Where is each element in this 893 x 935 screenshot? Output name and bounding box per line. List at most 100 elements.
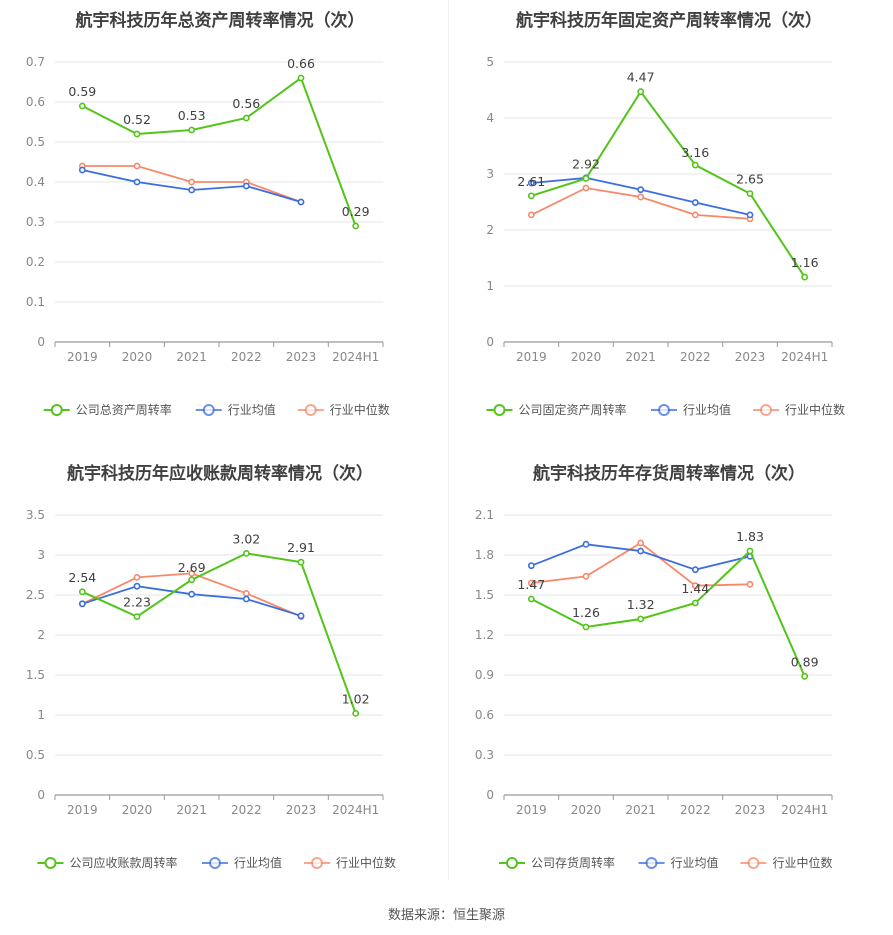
company-series-point[interactable] — [637, 615, 645, 623]
legend-item-industry-median-series[interactable]: 行业中位数 — [740, 855, 833, 870]
data-label: 0.89 — [791, 654, 819, 669]
company-series-point[interactable] — [746, 547, 754, 555]
industry-average-series-point[interactable] — [78, 166, 86, 174]
industry-average-series-point[interactable] — [637, 547, 645, 555]
legend-item-industry-median-series[interactable]: 行业中位数 — [297, 402, 390, 417]
legend-item-company-series[interactable]: 公司应收账款周转率 — [37, 855, 178, 870]
industry-median-series-point[interactable] — [582, 572, 590, 580]
company-series-point[interactable] — [801, 672, 809, 680]
company-series-point[interactable] — [352, 709, 360, 717]
company-series-point[interactable] — [188, 126, 196, 134]
company-series-point[interactable] — [582, 175, 590, 182]
company-series-point[interactable] — [78, 588, 86, 596]
company-series-point[interactable] — [78, 102, 86, 110]
x-tick-label: 2020 — [571, 350, 602, 364]
industry-median-series-point[interactable] — [637, 539, 645, 547]
line-chart-receivables-turnover: 0 0.5 1 1.5 2 2.5 3 3.5 2019 2020 2021 2022 2023 2024… — [26, 508, 396, 870]
company-series-point[interactable] — [527, 192, 535, 200]
data-label: 1.44 — [681, 581, 709, 596]
industry-median-series-point[interactable] — [691, 211, 699, 219]
line-chart-inventory-turnover: 0 0.3 0.6 0.9 1.2 1.5 1.8 2.1 2019 2020 2021 2022 20… — [475, 508, 833, 870]
industry-average-series-point[interactable] — [746, 211, 754, 219]
y-tick-label: 0.1 — [26, 295, 45, 309]
industry-median-series-point[interactable] — [527, 579, 535, 587]
legend-item-industry-median-series[interactable]: 行业中位数 — [753, 402, 845, 417]
company-series-point[interactable] — [527, 595, 535, 603]
data-label: 0.59 — [68, 84, 96, 99]
industry-average-series-point[interactable] — [691, 566, 699, 574]
company-series-point[interactable] — [637, 88, 645, 96]
x-tick-label: 2022 — [680, 350, 711, 364]
industry-average-series-point[interactable] — [582, 540, 590, 548]
company-series-point[interactable] — [133, 613, 141, 620]
x-tick-label: 2021 — [625, 350, 656, 364]
x-tick-label: 2020 — [122, 803, 153, 817]
y-tick-label: 3 — [486, 167, 494, 181]
x-tick-label: 2020 — [571, 803, 602, 817]
legend-item-industry-average-series[interactable]: 行业均值 — [651, 402, 731, 417]
legend-item-industry-average-series[interactable]: 行业均值 — [202, 855, 282, 870]
x-tick-label: 2024H1 — [781, 803, 828, 817]
industry-average-series-point[interactable] — [527, 179, 535, 187]
industry-median-series-point[interactable] — [188, 570, 196, 577]
legend-marker-icon — [304, 404, 317, 416]
company-series-point[interactable] — [691, 599, 699, 607]
industry-median-series-point[interactable] — [527, 211, 535, 219]
y-tick-label: 0.3 — [26, 215, 45, 229]
industry-median-series-point[interactable] — [746, 580, 754, 588]
y-tick-label: 0.3 — [475, 748, 494, 762]
legend-label: 行业中位数 — [330, 402, 390, 417]
chart-panel-fixed-asset-turnover: 航宇科技历年固定资产周转率情况（次） 0 1 2 3 4 5 2019 2020 2021 202… — [449, 0, 889, 450]
x-tick-label: 2019 — [516, 350, 547, 364]
industry-median-series-point[interactable] — [637, 193, 645, 201]
industry-average-series-point[interactable] — [242, 182, 250, 190]
x-tick-label: 2019 — [67, 350, 98, 364]
company-series-point[interactable] — [133, 130, 141, 138]
y-tick-label: 0.6 — [475, 708, 494, 722]
y-tick-label: 5 — [486, 55, 494, 69]
x-tick-label: 2021 — [176, 803, 207, 817]
industry-median-series-point[interactable] — [582, 184, 590, 192]
industry-median-series-point[interactable] — [242, 589, 250, 597]
legend-item-industry-average-series[interactable]: 行业均值 — [638, 855, 719, 870]
chart-panel-total-asset-turnover: 航宇科技历年总资产周转率情况（次） 0 0.1 0.2 0.3 0.4 0.5 0.6 0.7… — [0, 0, 440, 450]
company-series-point[interactable] — [242, 550, 250, 557]
company-series-point[interactable] — [582, 623, 590, 631]
company-series-point[interactable] — [297, 558, 305, 566]
legend-item-company-series[interactable]: 公司总资产周转率 — [43, 402, 172, 417]
industry-median-series-point[interactable] — [133, 162, 141, 170]
company-series-point[interactable] — [242, 114, 250, 122]
industry-median-series-point[interactable] — [133, 574, 141, 581]
legend-item-company-series[interactable]: 公司固定资产周转率 — [486, 402, 627, 417]
industry-average-series-point[interactable] — [188, 186, 196, 194]
legend-label: 行业中位数 — [336, 855, 396, 870]
company-series-point[interactable] — [691, 161, 699, 169]
industry-average-series-point[interactable] — [188, 590, 196, 598]
legend-item-industry-average-series[interactable]: 行业均值 — [195, 402, 276, 417]
company-series-point[interactable] — [352, 222, 360, 230]
chart-title: 航宇科技历年应收账款周转率情况（次） — [67, 464, 373, 484]
industry-average-series-point[interactable] — [527, 562, 535, 570]
industry-average-series-point[interactable] — [242, 595, 250, 603]
company-series-point[interactable] — [801, 273, 809, 281]
industry-average-series-point[interactable] — [637, 186, 645, 194]
industry-median-series-point[interactable] — [691, 582, 699, 590]
company-series-point[interactable] — [188, 576, 196, 584]
industry-average-series-point[interactable] — [133, 178, 141, 186]
industry-average-series-point[interactable] — [78, 600, 86, 608]
y-tick-label: 0.7 — [26, 55, 45, 69]
data-label: 3.02 — [232, 531, 260, 546]
x-tick-label: 2019 — [67, 803, 98, 817]
industry-average-series-point[interactable] — [297, 198, 305, 206]
company-series-point[interactable] — [297, 74, 305, 82]
legend-label: 行业中位数 — [773, 855, 833, 870]
y-tick-label: 0.4 — [26, 175, 45, 189]
company-series-point[interactable] — [746, 190, 754, 197]
legend-item-company-series[interactable]: 公司存货周转率 — [499, 855, 615, 870]
legend-item-industry-median-series[interactable]: 行业中位数 — [304, 855, 396, 870]
industry-average-series-point[interactable] — [297, 612, 305, 620]
industry-average-series-point[interactable] — [691, 199, 699, 206]
industry-average-series-point[interactable] — [133, 582, 141, 590]
industry-median-series-point[interactable] — [188, 178, 196, 186]
panel-divider — [448, 0, 449, 880]
